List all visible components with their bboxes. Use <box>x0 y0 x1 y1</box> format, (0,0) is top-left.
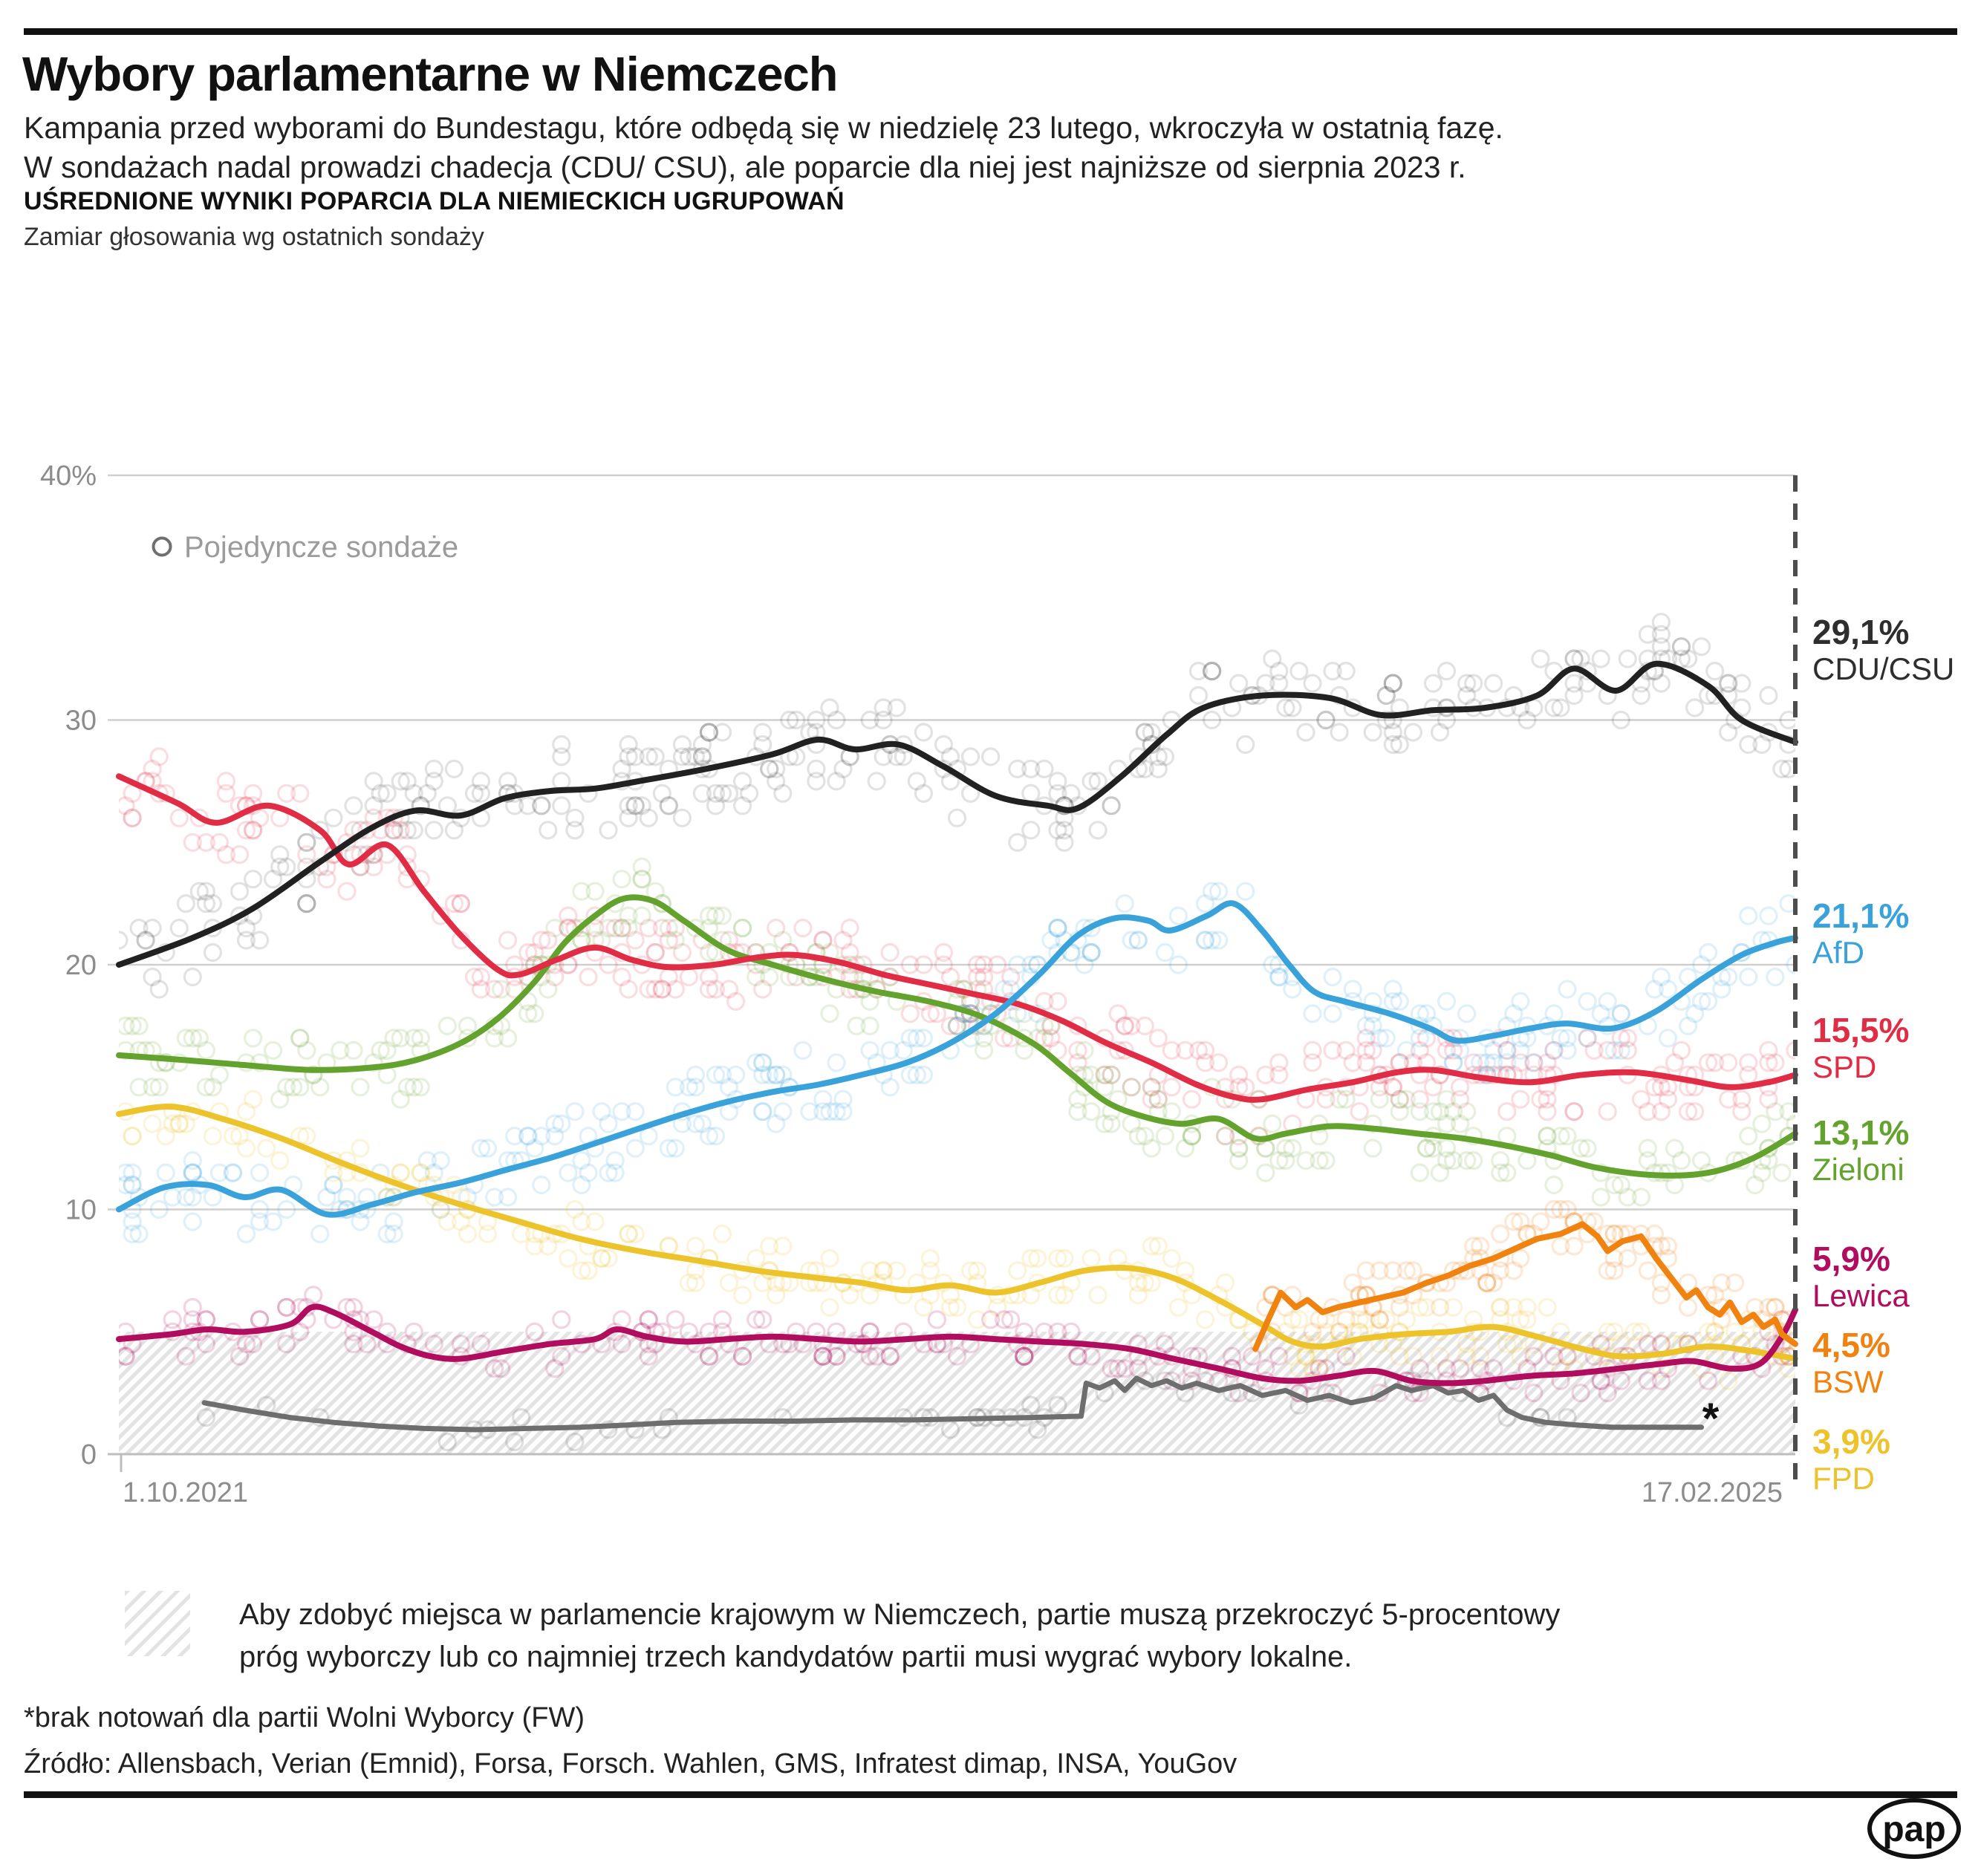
page-title: Wybory parlamentarne w Niemczech <box>22 47 838 101</box>
scatter-zieloni <box>119 857 1795 1207</box>
end-label-party: BSW <box>1812 1364 1884 1399</box>
y-tick-10: 10 <box>65 1195 97 1226</box>
threshold-hatch-swatch <box>125 1591 190 1656</box>
end-label-value: 15,5% <box>1812 1011 1910 1049</box>
pap-logo-text: pap <box>1882 1810 1945 1849</box>
pap-logo: pap <box>1866 1797 1962 1860</box>
scatter-cdu-csu <box>119 613 1795 999</box>
x-label-start: 1.10.2021 <box>123 1477 248 1508</box>
y-tick-0: 0 <box>81 1439 97 1470</box>
threshold-note: Aby zdobyć miejsca w parlamencie krajowy… <box>239 1594 1799 1678</box>
trend-line-fw <box>201 1375 1705 1433</box>
y-tick-40: 40% <box>40 460 97 492</box>
fw-no-data-asterisk: * <box>1702 1395 1720 1443</box>
end-label-party: AfD <box>1812 935 1865 970</box>
pap-logo-ellipse <box>1867 1798 1961 1859</box>
end-label-afd: 21,1% AfD <box>1812 897 1980 971</box>
end-label-spd: 15,5% SPD <box>1812 1012 1980 1086</box>
end-label-party: Zieloni <box>1812 1152 1904 1187</box>
end-label-value: 4,5% <box>1812 1326 1890 1364</box>
end-label-value: 3,9% <box>1812 1422 1890 1461</box>
end-label-party: Lewica <box>1812 1278 1910 1313</box>
y-tick-30: 30 <box>65 706 97 737</box>
trend-line-afd <box>116 900 1798 1218</box>
scatter-afd <box>119 882 1795 1244</box>
section-title: UŚREDNIONE WYNIKI POPARCIA DLA NIEMIECKI… <box>24 187 845 215</box>
lede-line-2: W sondażach nadal prowadzi chadecja (CDU… <box>24 150 1466 184</box>
threshold-band <box>119 1332 1795 1454</box>
scatter-spd <box>119 747 1795 1146</box>
x-label-end: 17.02.2025 <box>1642 1477 1783 1508</box>
trend-line-bsw <box>1252 1221 1798 1352</box>
threshold-note-line-1: Aby zdobyć miejsca w parlamencie krajowy… <box>239 1598 1561 1631</box>
asterisk-footnote: *brak notowań dla partii Wolni Wyborcy (… <box>24 1702 585 1733</box>
top-rule <box>24 28 1957 35</box>
end-label-lewica: 5,9% Lewica <box>1812 1240 1980 1315</box>
scatter-legend-label: Pojedyncze sondaże <box>184 531 458 564</box>
chart-subtitle: Zamiar głosowania wg ostatnich sondaży <box>24 223 484 251</box>
bottom-rule <box>24 1791 1957 1798</box>
lede-line-1: Kampania przed wyborami do Bundestagu, k… <box>24 111 1503 145</box>
trend-line-lewica <box>116 1303 1798 1387</box>
end-label-party: SPD <box>1812 1049 1877 1084</box>
poll-trend-chart: 40% 30 20 10 0 1.10.2021 17.02.2025 Pojedyncze … <box>40 460 1798 1508</box>
end-label-fpd: 3,9% FPD <box>1812 1423 1980 1497</box>
threshold-note-line-2: próg wyborczy lub co najmniej trzech kan… <box>239 1641 1353 1673</box>
scatter-legend-icon <box>152 536 172 557</box>
end-label-value: 13,1% <box>1812 1113 1910 1152</box>
end-label-party: CDU/CSU <box>1812 651 1955 686</box>
source-line: Źródło: Allensbach, Verian (Emnid), Fors… <box>24 1748 1237 1779</box>
trend-line-cdu-csu <box>116 660 1798 968</box>
y-tick-20: 20 <box>65 950 97 981</box>
trend-line-zieloni <box>116 894 1798 1179</box>
end-label-zieloni: 13,1% Zieloni <box>1812 1114 1980 1188</box>
end-label-value: 5,9% <box>1812 1240 1890 1278</box>
trend-line-spd <box>116 773 1798 1103</box>
end-label-party: FPD <box>1812 1461 1875 1496</box>
end-label-value: 29,1% <box>1812 613 1910 651</box>
end-label-value: 21,1% <box>1812 896 1910 935</box>
end-label-bsw: 4,5% BSW <box>1812 1326 1980 1401</box>
lede: Kampania przed wyborami do Bundestagu, k… <box>24 108 1925 187</box>
end-label-cdu-csu: 29,1% CDU/CSU <box>1812 613 1980 688</box>
